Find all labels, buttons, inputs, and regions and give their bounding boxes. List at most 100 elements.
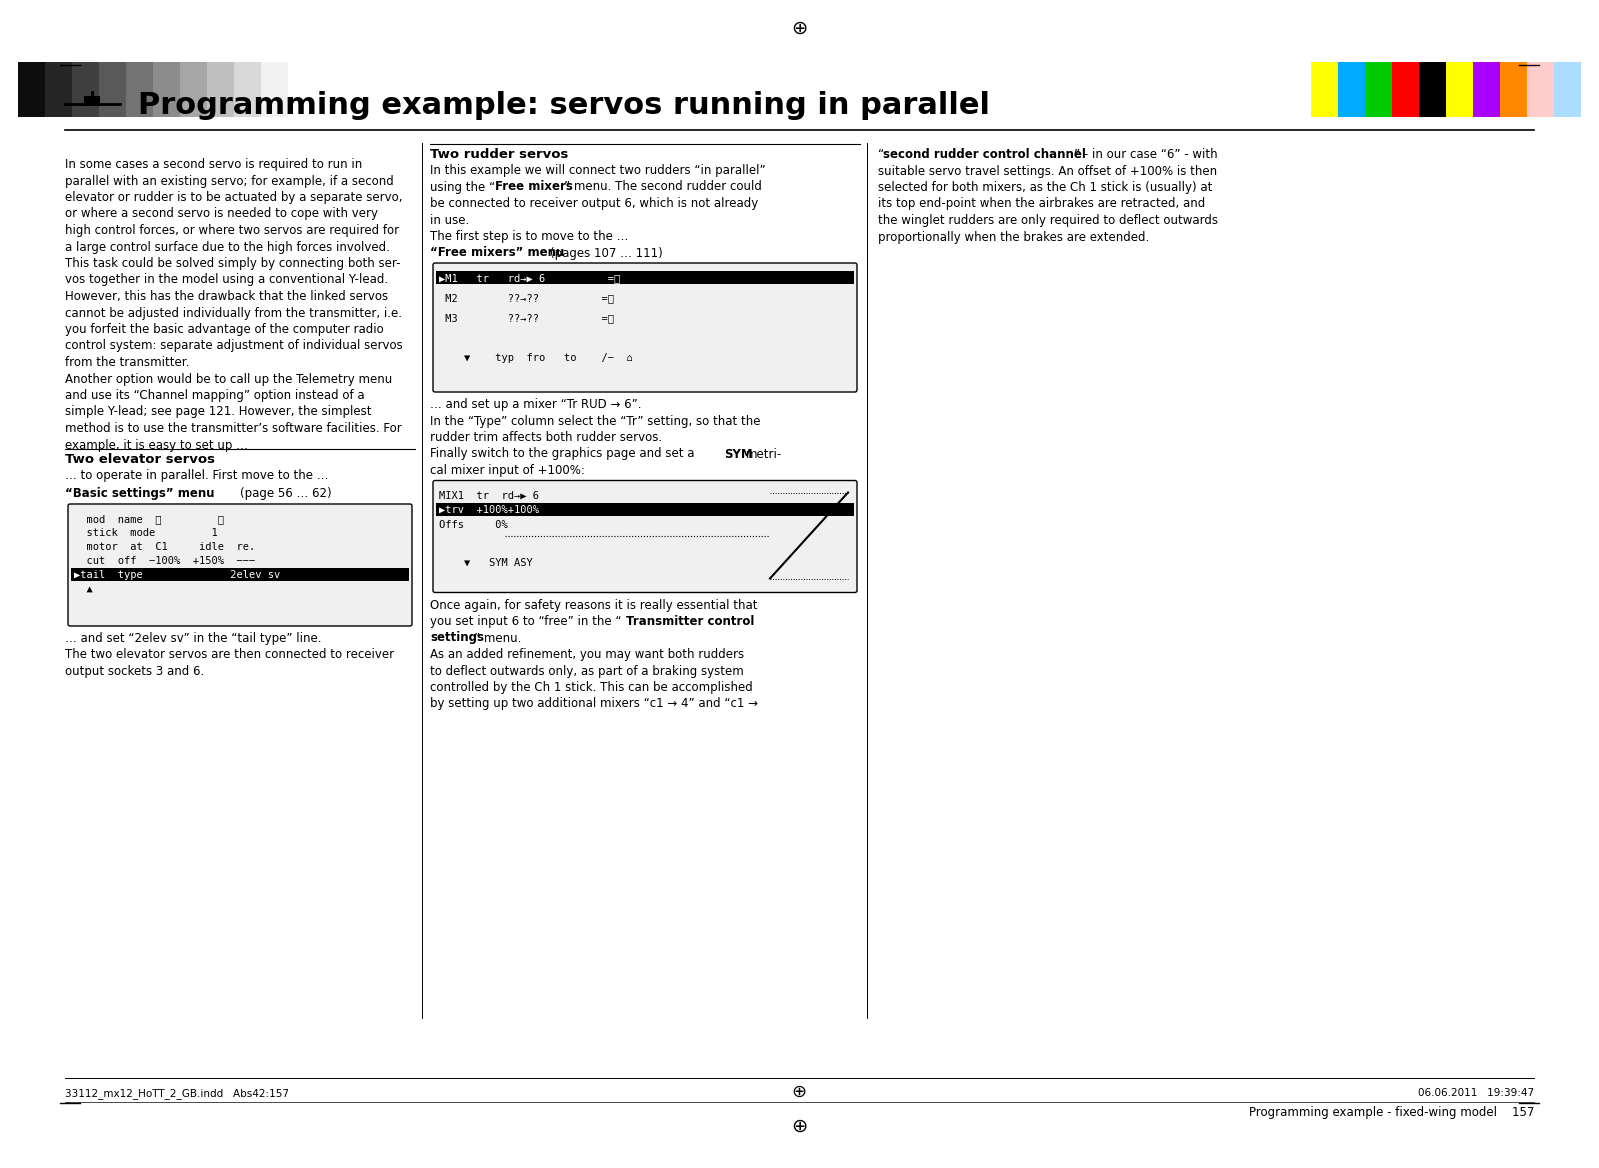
Text: to deflect outwards only, as part of a braking system: to deflect outwards only, as part of a b…: [430, 665, 744, 677]
Text: ” - in our case “6” - with: ” - in our case “6” - with: [1075, 148, 1217, 161]
Bar: [1418, 62, 1445, 117]
Text: second rudder control channel: second rudder control channel: [883, 148, 1086, 161]
Text: Another option would be to call up the Telemetry menu: Another option would be to call up the T…: [66, 373, 392, 385]
Text: mod  name  〈         〉: mod name 〈 〉: [74, 514, 224, 524]
FancyBboxPatch shape: [433, 480, 857, 592]
Text: output sockets 3 and 6.: output sockets 3 and 6.: [66, 665, 205, 677]
Text: in use.: in use.: [430, 214, 469, 227]
Bar: [126, 62, 154, 117]
Text: (pages 107 … 111): (pages 107 … 111): [550, 246, 662, 259]
Bar: [70, 568, 409, 580]
Text: 33112_mx12_HoTT_2_GB.indd   Abs42:157: 33112_mx12_HoTT_2_GB.indd Abs42:157: [66, 1089, 289, 1099]
Bar: [437, 502, 854, 515]
Text: proportionally when the brakes are extended.: proportionally when the brakes are exten…: [878, 230, 1150, 243]
Text: its top end-point when the airbrakes are retracted, and: its top end-point when the airbrakes are…: [878, 197, 1206, 210]
Bar: [1445, 62, 1473, 117]
Text: ▶trv  +100%+100%: ▶trv +100%+100%: [440, 505, 539, 514]
Text: parallel with an existing servo; for example, if a second: parallel with an existing servo; for exa…: [66, 174, 393, 188]
Text: “: “: [878, 148, 884, 161]
Text: ▼   SYM ASY: ▼ SYM ASY: [440, 557, 532, 568]
Text: ⊕: ⊕: [792, 1083, 806, 1101]
Text: simple Y-lead; see page 121. However, the simplest: simple Y-lead; see page 121. However, th…: [66, 405, 371, 418]
Text: ⊕: ⊕: [792, 19, 807, 37]
Text: In this example we will connect two rudders “in parallel”: In this example we will connect two rudd…: [430, 164, 766, 178]
Text: metri-: metri-: [747, 447, 782, 460]
Text: M3        ??→??          =〉: M3 ??→?? =〉: [440, 313, 614, 324]
Bar: [1527, 62, 1554, 117]
Text: example, it is easy to set up …: example, it is easy to set up …: [66, 438, 248, 452]
Text: control system: separate adjustment of individual servos: control system: separate adjustment of i…: [66, 340, 403, 353]
Bar: [261, 62, 288, 117]
Text: … and set “2elev sv” in the “tail type” line.: … and set “2elev sv” in the “tail type” …: [66, 632, 321, 645]
FancyBboxPatch shape: [433, 263, 857, 392]
Bar: [1500, 62, 1527, 117]
Text: stick  mode         1: stick mode 1: [74, 528, 217, 538]
Text: ” menu.: ” menu.: [473, 632, 521, 645]
Text: settings: settings: [430, 632, 484, 645]
Text: be connected to receiver output 6, which is not already: be connected to receiver output 6, which…: [430, 197, 758, 210]
Text: In the “Type” column select the “Tr” setting, so that the: In the “Type” column select the “Tr” set…: [430, 415, 761, 427]
Bar: [85, 96, 101, 106]
Text: from the transmitter.: from the transmitter.: [66, 356, 189, 369]
Text: and use its “Channel mapping” option instead of a: and use its “Channel mapping” option ins…: [66, 389, 365, 402]
Bar: [1311, 62, 1338, 117]
Text: elevator or rudder is to be actuated by a separate servo,: elevator or rudder is to be actuated by …: [66, 192, 403, 204]
Text: Two elevator servos: Two elevator servos: [66, 453, 214, 466]
Text: the winglet rudders are only required to deflect outwards: the winglet rudders are only required to…: [878, 214, 1218, 227]
Text: ▶tail  type              2elev sv: ▶tail type 2elev sv: [74, 570, 280, 580]
Bar: [1473, 62, 1500, 117]
Text: … and set up a mixer “Tr RUD → 6”.: … and set up a mixer “Tr RUD → 6”.: [430, 398, 641, 411]
Bar: [181, 62, 206, 117]
Text: a large control surface due to the high forces involved.: a large control surface due to the high …: [66, 241, 390, 253]
Text: Free mixers: Free mixers: [496, 181, 572, 194]
Text: Offs     0%: Offs 0%: [440, 521, 508, 530]
Text: you forfeit the basic advantage of the computer radio: you forfeit the basic advantage of the c…: [66, 324, 384, 336]
Text: you set input 6 to “free” in the “: you set input 6 to “free” in the “: [430, 616, 622, 628]
Bar: [18, 62, 45, 117]
Text: ⊕: ⊕: [792, 1117, 807, 1135]
Text: Programming example - fixed-wing model    157: Programming example - fixed-wing model 1…: [1249, 1106, 1533, 1119]
Text: Transmitter control: Transmitter control: [625, 616, 755, 628]
Text: Two rudder servos: Two rudder servos: [430, 148, 568, 161]
Text: high control forces, or where two servos are required for: high control forces, or where two servos…: [66, 224, 400, 237]
Text: The first step is to move to the …: The first step is to move to the …: [430, 230, 628, 243]
Text: method is to use the transmitter’s software facilities. For: method is to use the transmitter’s softw…: [66, 422, 401, 434]
Bar: [45, 62, 72, 117]
Bar: [1393, 62, 1418, 117]
FancyBboxPatch shape: [69, 505, 413, 626]
Bar: [1554, 62, 1581, 117]
Text: selected for both mixers, as the Ch 1 stick is (usually) at: selected for both mixers, as the Ch 1 st…: [878, 181, 1212, 194]
Bar: [233, 62, 261, 117]
Text: Once again, for safety reasons it is really essential that: Once again, for safety reasons it is rea…: [430, 598, 758, 612]
Text: cal mixer input of +100%:: cal mixer input of +100%:: [430, 464, 585, 477]
Bar: [1338, 62, 1366, 117]
Text: Finally switch to the graphics page and set a: Finally switch to the graphics page and …: [430, 447, 699, 460]
Text: (page 56 … 62): (page 56 … 62): [240, 487, 331, 501]
Text: This task could be solved simply by connecting both ser-: This task could be solved simply by conn…: [66, 257, 400, 270]
Text: As an added refinement, you may want both rudders: As an added refinement, you may want bot…: [430, 648, 744, 661]
Text: “Free mixers” menu: “Free mixers” menu: [430, 246, 564, 259]
Bar: [206, 62, 233, 117]
Text: 06.06.2011   19:39:47: 06.06.2011 19:39:47: [1418, 1089, 1533, 1098]
Text: … to operate in parallel. First move to the …: … to operate in parallel. First move to …: [66, 470, 328, 482]
Text: vos together in the model using a conventional Y-lead.: vos together in the model using a conven…: [66, 273, 389, 286]
Text: using the “: using the “: [430, 181, 496, 194]
Text: suitable servo travel settings. An offset of +100% is then: suitable servo travel settings. An offse…: [878, 165, 1217, 178]
Text: ▼    typ  fro   to    /−  ⌂: ▼ typ fro to /− ⌂: [440, 353, 633, 363]
Bar: [154, 62, 181, 117]
Text: cannot be adjusted individually from the transmitter, i.e.: cannot be adjusted individually from the…: [66, 306, 401, 320]
Text: Programming example: servos running in parallel: Programming example: servos running in p…: [138, 90, 990, 119]
Text: by setting up two additional mixers “c1 → 4” and “c1 →: by setting up two additional mixers “c1 …: [430, 697, 758, 710]
Text: However, this has the drawback that the linked servos: However, this has the drawback that the …: [66, 290, 389, 303]
Text: controlled by the Ch 1 stick. This can be accomplished: controlled by the Ch 1 stick. This can b…: [430, 681, 753, 694]
Text: motor  at  C1     idle  re.: motor at C1 idle re.: [74, 542, 256, 552]
Text: cut  off  −100%  +150%  −−−: cut off −100% +150% −−−: [74, 556, 256, 566]
Text: In some cases a second servo is required to run in: In some cases a second servo is required…: [66, 158, 363, 171]
Bar: [72, 62, 99, 117]
Text: ” menu. The second rudder could: ” menu. The second rudder could: [564, 181, 761, 194]
Text: rudder trim affects both rudder servos.: rudder trim affects both rudder servos.: [430, 431, 662, 444]
Bar: [437, 271, 854, 284]
Text: MIX1  tr  rd→▶ 6: MIX1 tr rd→▶ 6: [440, 491, 539, 501]
Text: ▲: ▲: [74, 584, 93, 595]
Text: SYM: SYM: [724, 447, 753, 460]
